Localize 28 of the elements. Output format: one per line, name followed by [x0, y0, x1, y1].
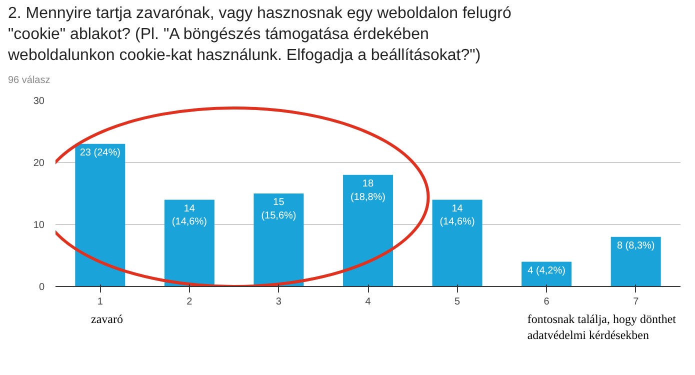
data-label: 14 (14,6%) [440, 203, 475, 228]
text: zavaró [91, 312, 123, 328]
text: fontosnak találja, hogy dönthet adatvédelmi kérdésekben [527, 312, 676, 344]
data-label: 8 (8,3%) [616, 240, 655, 252]
x-tick-label: 4 [365, 296, 372, 308]
x-tick-label: 1 [97, 296, 104, 308]
y-tick-label: 30 [33, 96, 45, 107]
data-label: 18 (18,8%) [350, 178, 386, 203]
x-tick-label: 3 [276, 296, 282, 308]
bar [164, 200, 214, 286]
bar [75, 144, 126, 286]
y-tick-label: 20 [33, 158, 45, 169]
x-tick-label: 5 [454, 296, 461, 308]
bar [343, 174, 393, 286]
y-tick-label: 10 [33, 220, 45, 231]
bar [432, 200, 482, 286]
x-tick-label: 7 [633, 296, 640, 308]
x-tick-label: 2 [186, 296, 193, 308]
y-tick-label: 0 [38, 282, 45, 293]
x-tick-label: 6 [544, 296, 550, 308]
chart-subtitle: 96 válasz [8, 74, 52, 88]
bar [610, 236, 661, 286]
data-label: 14 (14,6%) [172, 203, 207, 228]
data-label: 15 (15,6%) [261, 197, 296, 222]
data-label: 4 (4,2%) [528, 265, 566, 276]
chart-title: 2. Mennyire tartja zavarónak, vagy hasznosnak egy weboldalon felugró "cookie" ablakot? (Pl. "A böngészés támogatása érdekében weboldalunkon cookie-kat használunk. Elfogadja a beállításokat?") [8, 4, 512, 66]
data-label: 23 (24%) [80, 148, 120, 159]
bar [254, 194, 304, 286]
